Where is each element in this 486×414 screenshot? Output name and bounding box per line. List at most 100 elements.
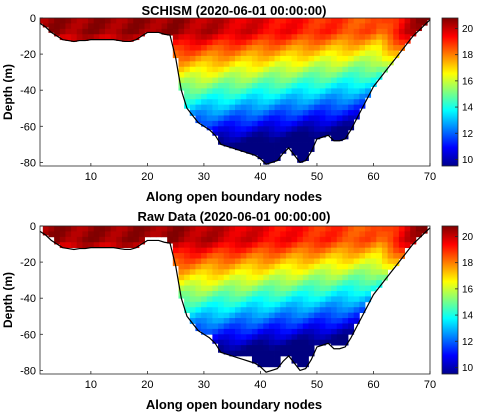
heatmap-cell — [280, 39, 287, 46]
heatmap-cell — [274, 137, 281, 143]
heatmap-cell — [353, 55, 360, 62]
heatmap-cell — [359, 280, 366, 286]
heatmap-cell — [268, 28, 275, 35]
heatmap-cell — [257, 285, 264, 292]
heatmap-cell — [280, 345, 287, 351]
heatmap-cell — [257, 137, 264, 143]
heatmap-cell — [297, 61, 304, 68]
heatmap-cell — [161, 226, 168, 232]
heatmap-cell — [274, 39, 281, 46]
heatmap-cell — [302, 99, 309, 106]
heatmap-cell — [285, 318, 292, 324]
heatmap-cell — [268, 50, 275, 57]
heatmap-cell — [235, 77, 242, 84]
heatmap-cell — [240, 131, 247, 138]
heatmap-cell — [393, 247, 400, 254]
heatmap-cell — [268, 290, 275, 297]
heatmap-cell — [251, 88, 259, 95]
heatmap-cell — [93, 242, 100, 249]
heatmap-cell — [246, 61, 253, 68]
heatmap-cell — [285, 66, 292, 73]
heatmap-cell — [297, 328, 304, 335]
heatmap-cell — [331, 339, 338, 346]
heatmap-cell — [223, 82, 230, 89]
heatmap-cell — [376, 236, 383, 243]
heatmap-cell — [235, 226, 242, 232]
heatmap-cell — [195, 285, 202, 292]
heatmap-cell — [189, 242, 196, 249]
heatmap-cell — [257, 82, 264, 89]
heatmap-cell — [172, 258, 179, 265]
heatmap-cell — [297, 55, 304, 62]
heatmap-cell — [280, 231, 287, 238]
heatmap-cell — [229, 269, 236, 276]
heatmap-cell — [297, 153, 304, 160]
heatmap-cell — [285, 285, 292, 292]
heatmap-cell — [218, 236, 225, 243]
heatmap-cell — [212, 328, 219, 335]
heatmap-cell — [206, 88, 213, 95]
heatmap-cell — [331, 28, 338, 35]
heatmap-cell — [150, 231, 157, 238]
heatmap-cell — [353, 104, 360, 111]
heatmap-cell — [331, 34, 338, 41]
heatmap-cell — [82, 28, 89, 35]
heatmap-cell — [342, 82, 349, 89]
heatmap-cell — [212, 323, 219, 330]
heatmap-cell — [302, 345, 309, 351]
heatmap-cell — [297, 263, 304, 270]
heatmap-cell — [184, 61, 191, 68]
x-tick-label: 10 — [85, 171, 97, 183]
heatmap-cell — [381, 28, 389, 35]
heatmap-cell — [302, 18, 309, 24]
heatmap-cell — [308, 18, 315, 24]
heatmap-cell — [280, 269, 287, 276]
heatmap-cell — [268, 131, 275, 138]
heatmap-cell — [381, 39, 389, 46]
heatmap-cell — [195, 45, 202, 51]
heatmap-cell — [280, 126, 287, 133]
heatmap-cell — [404, 28, 411, 35]
heatmap-cell — [336, 285, 343, 292]
heatmap-cell — [138, 28, 145, 35]
heatmap-cell — [240, 55, 247, 62]
heatmap-cell — [348, 280, 355, 286]
heatmap-cell — [218, 274, 225, 281]
heatmap-cell — [325, 290, 332, 297]
heatmap-cell — [325, 39, 332, 46]
heatmap-cell — [410, 231, 417, 238]
heatmap-cell — [229, 312, 236, 319]
heatmap-cell — [308, 236, 315, 243]
heatmap-cell — [285, 120, 292, 127]
heatmap-cell — [257, 296, 264, 303]
x-tick-label: 70 — [424, 379, 436, 391]
heatmap-cell — [235, 231, 242, 238]
heatmap-cell — [240, 231, 247, 238]
heatmap-cell — [246, 263, 253, 270]
heatmap-cell — [184, 88, 191, 95]
heatmap-cell — [189, 39, 196, 46]
heatmap-cell — [393, 231, 400, 238]
heatmap-cell — [314, 301, 321, 308]
heatmap-cell — [246, 328, 253, 335]
heatmap-cell — [365, 66, 372, 73]
heatmap-cell — [212, 334, 219, 341]
x-axis-ticks: 10 20 30 40 50 60 70 — [85, 163, 436, 183]
heatmap-cell — [240, 269, 247, 276]
heatmap-cell — [48, 23, 55, 30]
heatmap-cell — [268, 226, 275, 232]
heatmap-cell — [331, 285, 338, 292]
heatmap-cell — [206, 72, 213, 78]
heatmap-cell — [223, 93, 230, 100]
heatmap-cell — [212, 263, 219, 270]
heatmap-cell — [263, 126, 270, 133]
heatmap-cell — [223, 226, 230, 232]
x-tick-label: 30 — [198, 379, 210, 391]
heatmap-cell — [251, 104, 259, 111]
heatmap-cell — [308, 137, 315, 143]
heatmap-cell — [336, 242, 343, 249]
heatmap-cell — [325, 328, 332, 335]
heatmap-cell — [218, 18, 225, 24]
heatmap-cell — [302, 280, 309, 286]
heatmap-cell — [229, 323, 236, 330]
